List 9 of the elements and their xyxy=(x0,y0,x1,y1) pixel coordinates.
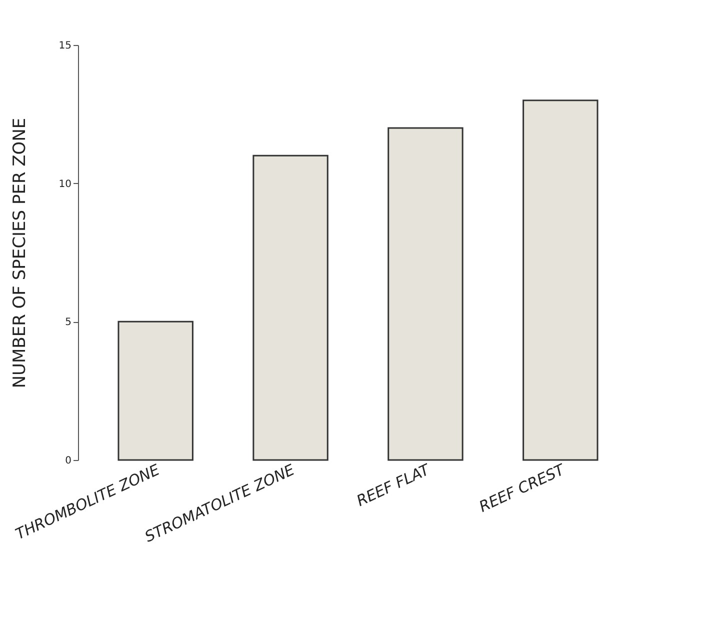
y-tick-label: 10 xyxy=(58,178,72,190)
bar xyxy=(388,127,464,461)
bar xyxy=(522,100,598,461)
y-tick-label: 5 xyxy=(65,317,72,328)
bar xyxy=(252,154,328,461)
y-tick-label: 15 xyxy=(58,40,72,52)
y-axis-title: NUMBER OF SPECIES PER ZONE xyxy=(10,118,30,388)
y-tick-label: 0 xyxy=(65,456,72,466)
bar xyxy=(118,320,194,461)
